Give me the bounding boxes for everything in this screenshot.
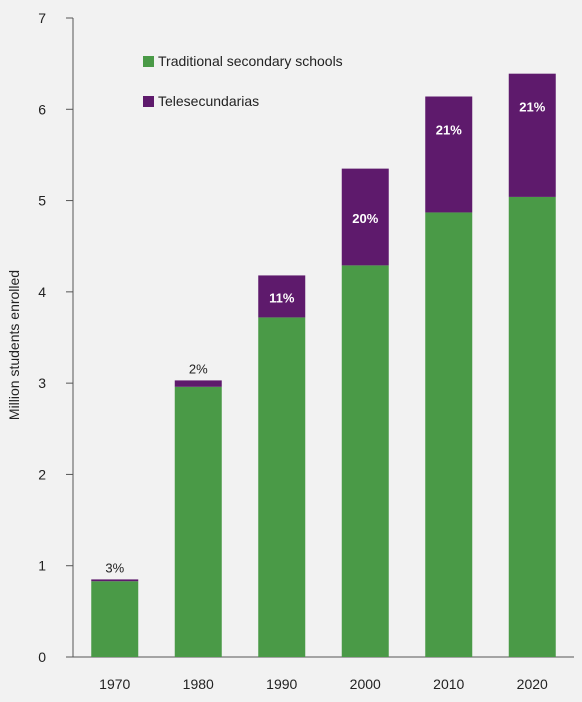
- bar-traditional-1990: [258, 317, 306, 657]
- bars: [91, 73, 556, 658]
- x-tick-label: 1990: [266, 676, 297, 692]
- y-tick-label: 0: [38, 649, 46, 665]
- bar-telesecundarias-1970: [91, 579, 139, 582]
- y-tick-label: 3: [38, 375, 46, 391]
- x-tick-label: 1970: [99, 676, 130, 692]
- x-tick-label: 2010: [433, 676, 464, 692]
- bar-telesecundarias-2010: [425, 96, 473, 213]
- share-label-1980: 2%: [189, 361, 208, 376]
- share-label-1990: 11%: [269, 290, 295, 305]
- bar-telesecundarias-2020: [508, 73, 556, 197]
- bar-traditional-1980: [174, 386, 222, 657]
- bar-traditional-2010: [425, 212, 473, 657]
- x-tick-label: 1980: [183, 676, 214, 692]
- legend-label-1: Telesecundarias: [158, 93, 259, 109]
- y-tick-label: 1: [38, 558, 46, 574]
- y-tick-label: 6: [38, 101, 46, 117]
- share-label-2000: 20%: [352, 211, 378, 226]
- y-tick-label: 7: [38, 10, 46, 26]
- y-tick-label: 4: [38, 284, 46, 300]
- legend: Traditional secondary schools Telesecunda…: [143, 53, 343, 109]
- bar-traditional-1970: [91, 581, 139, 657]
- axes: 0 1 2 3 4 5 6 7 1970 1980 1990 2000 2010 2020: [38, 10, 574, 692]
- legend-swatch-0: [143, 56, 154, 67]
- y-tick-label: 2: [38, 466, 46, 482]
- bar-traditional-2020: [508, 196, 556, 658]
- share-label-2010: 21%: [436, 123, 462, 138]
- legend-swatch-1: [143, 96, 154, 107]
- bar-traditional-2000: [341, 265, 389, 657]
- bar-telesecundarias-1990: [258, 275, 306, 318]
- y-axis-label: Million students enrolled: [6, 270, 22, 420]
- share-label-2020: 21%: [519, 100, 545, 115]
- bar-telesecundarias-2000: [341, 168, 389, 266]
- x-tick-label: 2000: [350, 676, 381, 692]
- data-labels: 3% 2% 11% 20% 21% 21%: [105, 100, 545, 576]
- y-tick-label: 5: [38, 193, 46, 209]
- share-label-1970: 3%: [105, 560, 124, 575]
- legend-label-0: Traditional secondary schools: [158, 53, 343, 69]
- bar-telesecundarias-1980: [174, 380, 222, 387]
- x-tick-label: 2020: [517, 676, 548, 692]
